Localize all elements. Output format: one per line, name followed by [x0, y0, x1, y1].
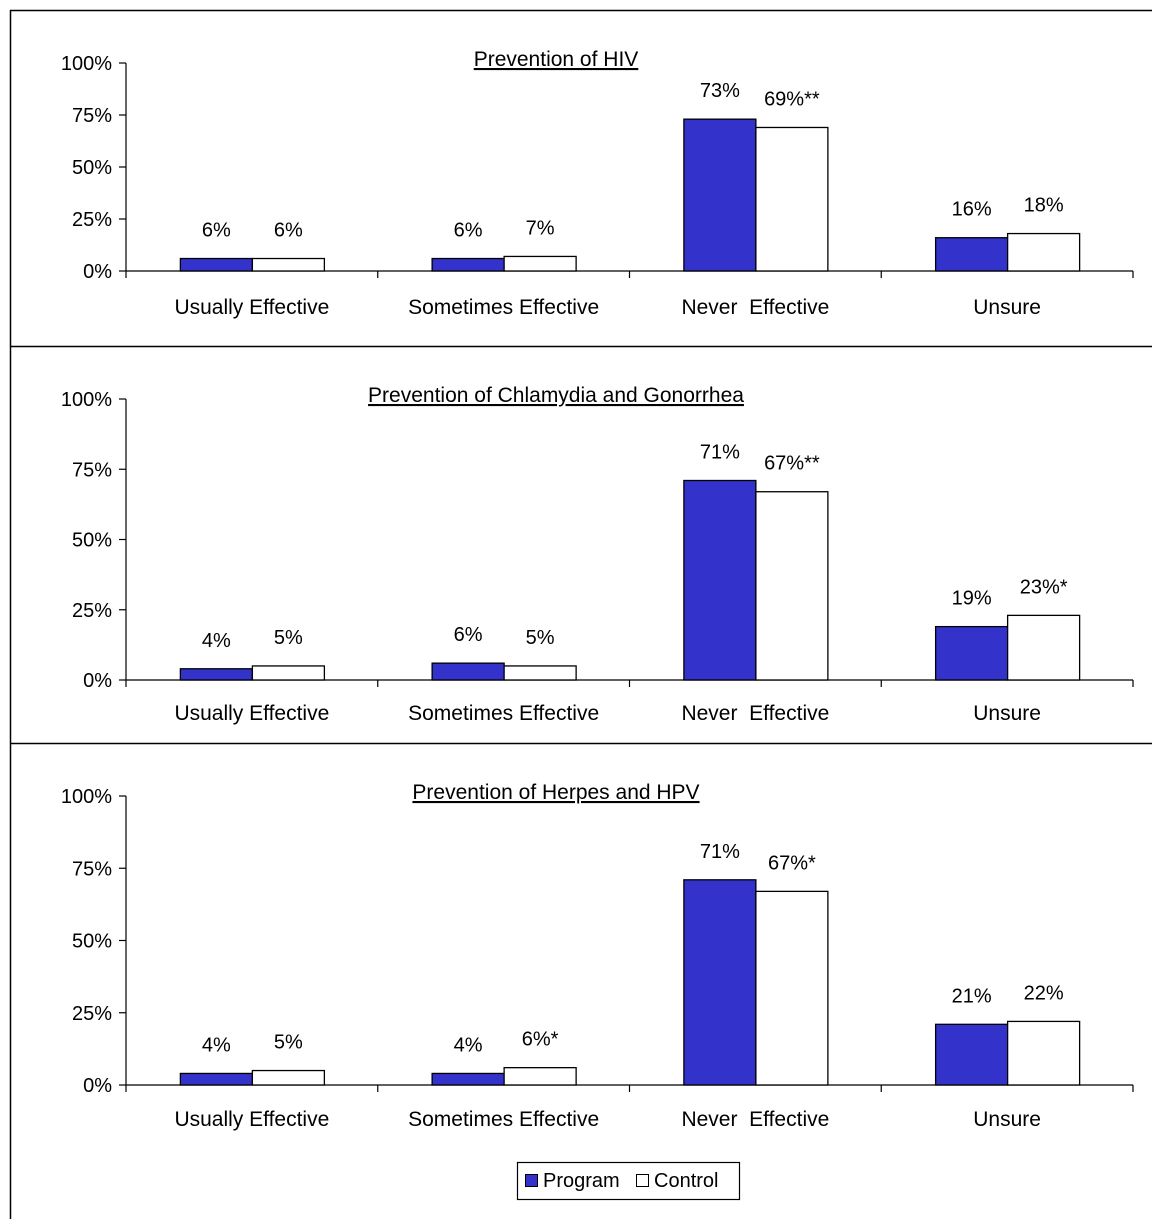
bar-control: [251, 257, 326, 272]
chart-panel-3: Prevention of Herpes and HPV 0% 25% 50% 75% 1…: [61, 781, 1134, 1131]
y-tick-label: 50%: [72, 931, 112, 953]
bar-program: [179, 1072, 254, 1086]
data-label-program: 4%: [454, 1034, 483, 1056]
bar-control: [1006, 1020, 1081, 1086]
data-label-program: 4%: [202, 630, 231, 652]
data-label-control: 5%: [526, 627, 555, 649]
y-tick-label: 50%: [72, 157, 112, 179]
data-label-control: 6%*: [522, 1029, 559, 1051]
bar-control: [1006, 614, 1081, 681]
data-label-program: 6%: [202, 220, 231, 242]
bar-program: [179, 668, 254, 681]
chart-title: Prevention of Chlamydia and Gonorrhea: [368, 384, 744, 407]
x-category-label: Usually Effective: [174, 1108, 329, 1131]
data-label-control: 67%**: [764, 453, 820, 475]
x-category-label: Unsure: [973, 702, 1041, 725]
chart-title: Prevention of Herpes and HPV: [412, 781, 699, 804]
bar-program: [683, 879, 757, 1086]
bar-program: [934, 1023, 1009, 1086]
y-tick-label: 25%: [72, 209, 112, 231]
y-tick-label: 0%: [83, 670, 112, 692]
data-label-control: 67%*: [768, 852, 816, 874]
bar-program: [934, 625, 1009, 681]
bar-control: [503, 255, 577, 272]
bar-control: [1006, 232, 1081, 272]
data-label-program: 4%: [202, 1034, 231, 1056]
data-label-control: 23%*: [1020, 576, 1068, 598]
x-category-label: Never Effective: [681, 296, 829, 319]
bar-program: [431, 1072, 505, 1086]
legend-box: [516, 1161, 741, 1201]
data-label-program: 16%: [952, 199, 992, 221]
bar-control: [755, 491, 829, 681]
y-tick-label: 100%: [61, 389, 112, 411]
legend-control-swatch: [636, 1174, 649, 1187]
data-label-program: 6%: [454, 220, 483, 242]
y-tick-label: 50%: [72, 530, 112, 552]
data-label-control: 22%: [1024, 982, 1064, 1004]
data-label-program: 19%: [952, 588, 992, 610]
data-label-control: 6%: [274, 220, 303, 242]
data-label-program: 71%: [700, 441, 740, 463]
bar-control: [503, 665, 577, 681]
bar-control: [755, 890, 829, 1086]
x-category-label: Sometimes Effective: [408, 296, 599, 319]
bar-program: [934, 237, 1009, 272]
legend-program-label: Program: [543, 1170, 620, 1192]
bar-control: [251, 665, 326, 681]
bar-program: [431, 257, 505, 272]
y-tick-label: 75%: [72, 459, 112, 481]
bar-program: [683, 479, 757, 681]
chart-panel-2: Prevention of Chlamydia and Gonorrhea 0% 2…: [61, 384, 1134, 725]
y-tick-label: 75%: [72, 105, 112, 127]
bar-control: [251, 1069, 326, 1086]
x-category-label: Unsure: [973, 1108, 1041, 1131]
bar-program: [179, 257, 254, 272]
y-tick-label: 100%: [61, 53, 112, 75]
chart-panel-1: Prevention of HIV 0% 25% 50% 75% 100% Usually …: [61, 48, 1134, 319]
data-label-control: 5%: [274, 1032, 303, 1054]
x-category-label: Never Effective: [681, 1108, 829, 1131]
bar-program: [683, 118, 757, 272]
legend: Program Control: [516, 1161, 741, 1201]
x-category-label: Unsure: [973, 296, 1041, 319]
data-label-control: 7%: [526, 217, 555, 239]
x-category-label: Usually Effective: [174, 296, 329, 319]
y-tick-label: 0%: [83, 1075, 112, 1097]
data-label-program: 71%: [700, 841, 740, 863]
y-tick-label: 75%: [72, 858, 112, 880]
y-tick-label: 100%: [61, 786, 112, 808]
data-label-program: 21%: [952, 985, 992, 1007]
chart-title: Prevention of HIV: [474, 48, 639, 71]
x-category-label: Usually Effective: [174, 702, 329, 725]
chart-panels: Prevention of HIV 0% 25% 50% 75% 100% Usually …: [61, 48, 1134, 1131]
y-tick-label: 25%: [72, 600, 112, 622]
legend-control-label: Control: [654, 1170, 718, 1192]
x-category-label: Sometimes Effective: [408, 702, 599, 725]
legend-program-swatch: [525, 1174, 538, 1187]
y-tick-label: 25%: [72, 1003, 112, 1025]
x-category-label: Never Effective: [681, 702, 829, 725]
data-label-control: 18%: [1024, 195, 1064, 217]
bar-control: [503, 1067, 577, 1086]
x-category-label: Sometimes Effective: [408, 1108, 599, 1131]
data-label-control: 5%: [274, 627, 303, 649]
bar-control: [755, 126, 829, 272]
y-tick-label: 0%: [83, 261, 112, 283]
data-label-program: 73%: [700, 80, 740, 102]
data-label-control: 69%**: [764, 88, 820, 110]
data-label-program: 6%: [454, 624, 483, 646]
bar-program: [431, 662, 505, 681]
